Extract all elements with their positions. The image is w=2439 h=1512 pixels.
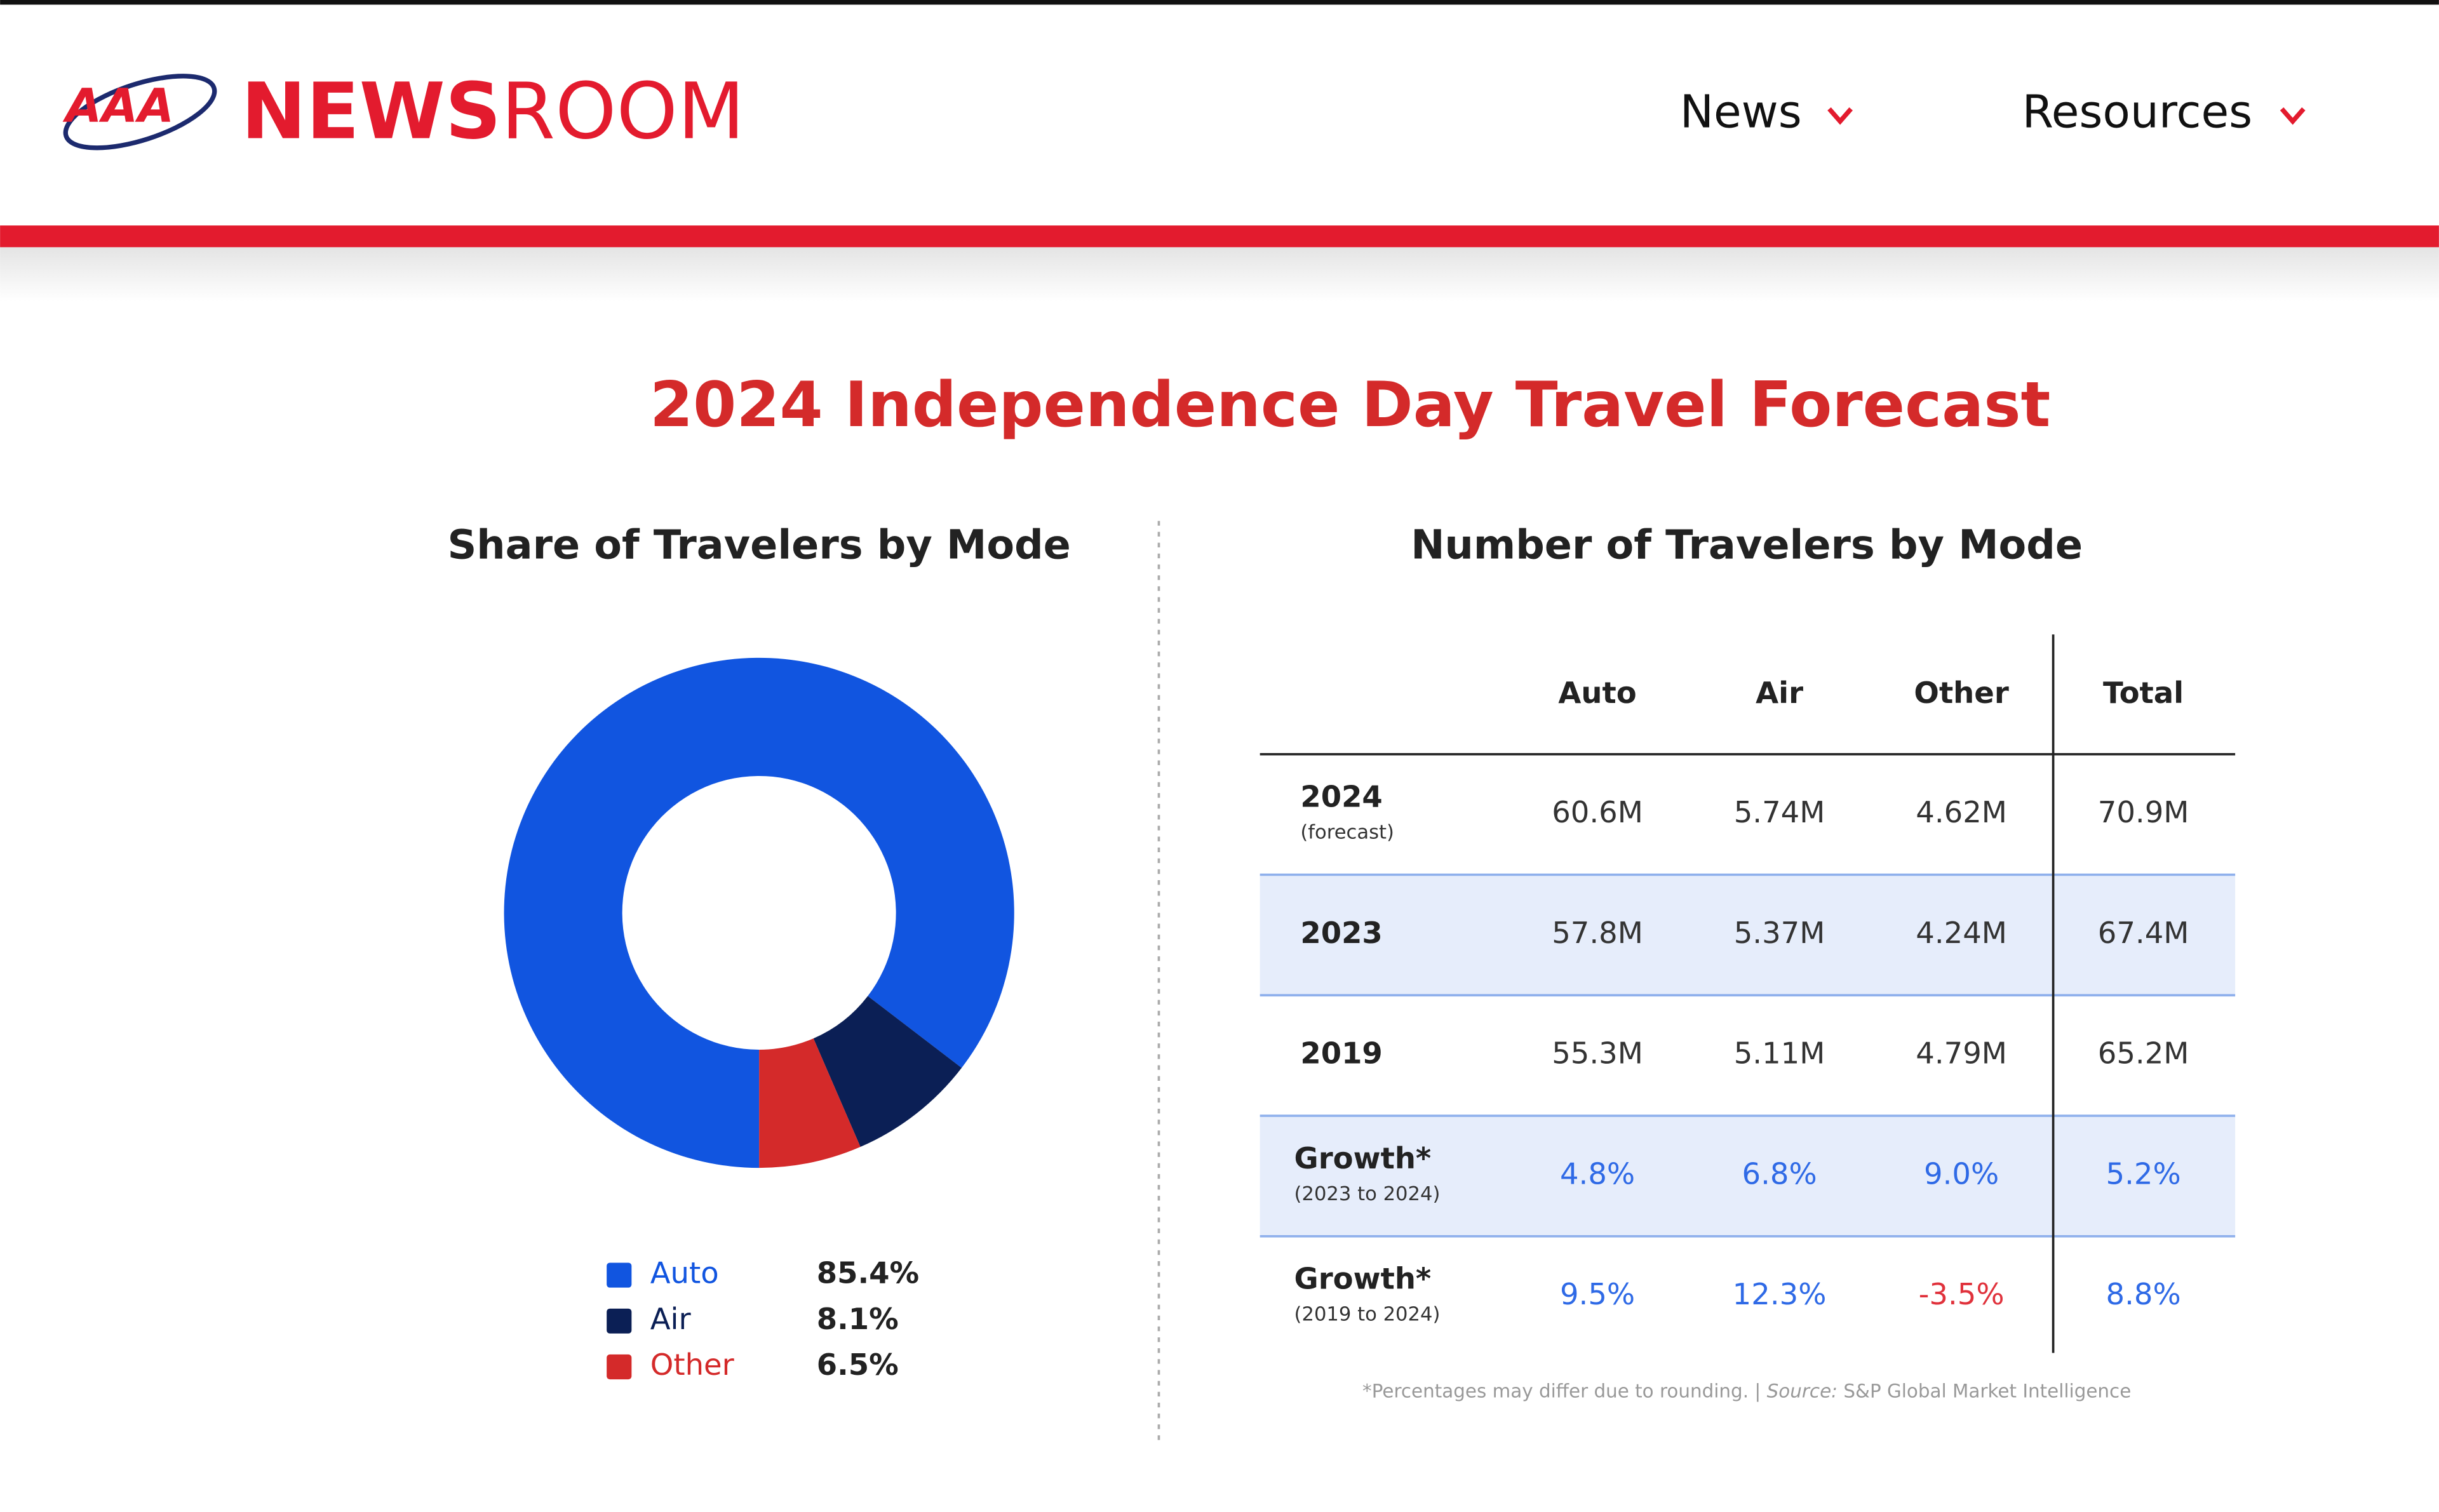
cell: 8.8% xyxy=(2106,1277,2181,1311)
column-header: Air xyxy=(1756,676,1803,710)
row-label: Growth* xyxy=(1294,1262,1432,1296)
cell: 9.0% xyxy=(1924,1156,1999,1191)
logo[interactable]: AAA xyxy=(57,62,222,163)
cell: 5.2% xyxy=(2106,1156,2181,1191)
logo-text: AAA xyxy=(62,79,174,133)
value-label: 8.1% xyxy=(817,1302,899,1336)
cell: 6.8% xyxy=(1742,1156,1817,1191)
row-label: 2024 xyxy=(1300,780,1382,814)
cell: 12.3% xyxy=(1733,1277,1827,1311)
table-title: Number of Travelers by Mode xyxy=(1411,522,2083,569)
top-border xyxy=(0,0,2439,5)
row-sublabel: (forecast) xyxy=(1300,821,1394,843)
cell: 60.6M xyxy=(1552,795,1643,829)
slice xyxy=(813,996,962,1147)
brand-light: ROOM xyxy=(501,65,744,156)
value-label: 6.5% xyxy=(817,1348,899,1382)
cell: 5.74M xyxy=(1734,795,1825,829)
cell: 67.4M xyxy=(2098,916,2189,950)
nav-chevron[interactable] xyxy=(2280,107,2306,125)
slice xyxy=(759,1038,861,1168)
slice xyxy=(504,657,1014,1168)
chart-title: Share of Travelers by Mode xyxy=(447,522,1070,569)
cell: 70.9M xyxy=(2098,795,2189,829)
row-sublabel: (2023 to 2024) xyxy=(1294,1183,1441,1205)
cell: 57.8M xyxy=(1552,916,1643,950)
donut-chart: Auto 85.4% Air 8.1% Other 6.5% xyxy=(504,657,1014,1382)
cell: 4.8% xyxy=(1560,1156,1635,1191)
footnote-text: *Percentages may differ due to rounding.… xyxy=(1362,1380,1767,1402)
column-header: Other xyxy=(1914,676,2008,710)
row-shade xyxy=(1260,874,2236,996)
cell: 65.2M xyxy=(2098,1036,2189,1071)
row-sublabel: (2019 to 2024) xyxy=(1294,1304,1441,1326)
legend-swatch xyxy=(607,1308,632,1334)
brand[interactable]: NEWSROOM xyxy=(241,65,745,156)
legend-swatch xyxy=(607,1262,632,1288)
cell: 5.37M xyxy=(1734,916,1825,950)
row-shade xyxy=(1260,1116,2236,1236)
legend-label: Air xyxy=(650,1302,692,1336)
legend-label: Other xyxy=(650,1348,735,1382)
page-title: 2024 Independence Day Travel Forecast xyxy=(650,369,2050,441)
column-header: Auto xyxy=(1558,676,1636,710)
source-label: Source: xyxy=(1767,1380,1838,1402)
header-bar xyxy=(0,225,2439,248)
cell: 4.79M xyxy=(1916,1036,2007,1071)
row-label: 2019 xyxy=(1300,1036,1382,1071)
legend-swatch xyxy=(607,1354,632,1380)
nav-item[interactable]: Resources xyxy=(2022,86,2253,138)
cell: -3.5% xyxy=(1919,1277,2005,1311)
row-label: 2023 xyxy=(1300,916,1382,950)
cell: 4.62M xyxy=(1916,795,2007,829)
cell: 9.5% xyxy=(1560,1277,1635,1311)
source: S&P Global Market Intelligence xyxy=(1838,1380,2131,1402)
value-label: 85.4% xyxy=(817,1256,919,1290)
brand-bold: NEWS xyxy=(241,65,501,156)
cell: 55.3M xyxy=(1552,1036,1643,1071)
legend-label: Auto xyxy=(650,1256,719,1290)
logo-swoosh xyxy=(63,74,217,151)
row-label: Growth* xyxy=(1294,1141,1432,1175)
nav-chevron[interactable] xyxy=(1827,107,1853,125)
footnote: *Percentages may differ due to rounding.… xyxy=(1362,1380,2131,1402)
column-header: Total xyxy=(2103,676,2184,710)
table: Auto Air Other Total 2024 (forecast) 60.6M 5.74… xyxy=(1260,634,2236,1353)
nav-item[interactable]: News xyxy=(1680,86,1802,138)
cell: 4.24M xyxy=(1916,916,2007,950)
header-shadow xyxy=(0,247,2439,302)
cell: 5.11M xyxy=(1734,1036,1825,1071)
